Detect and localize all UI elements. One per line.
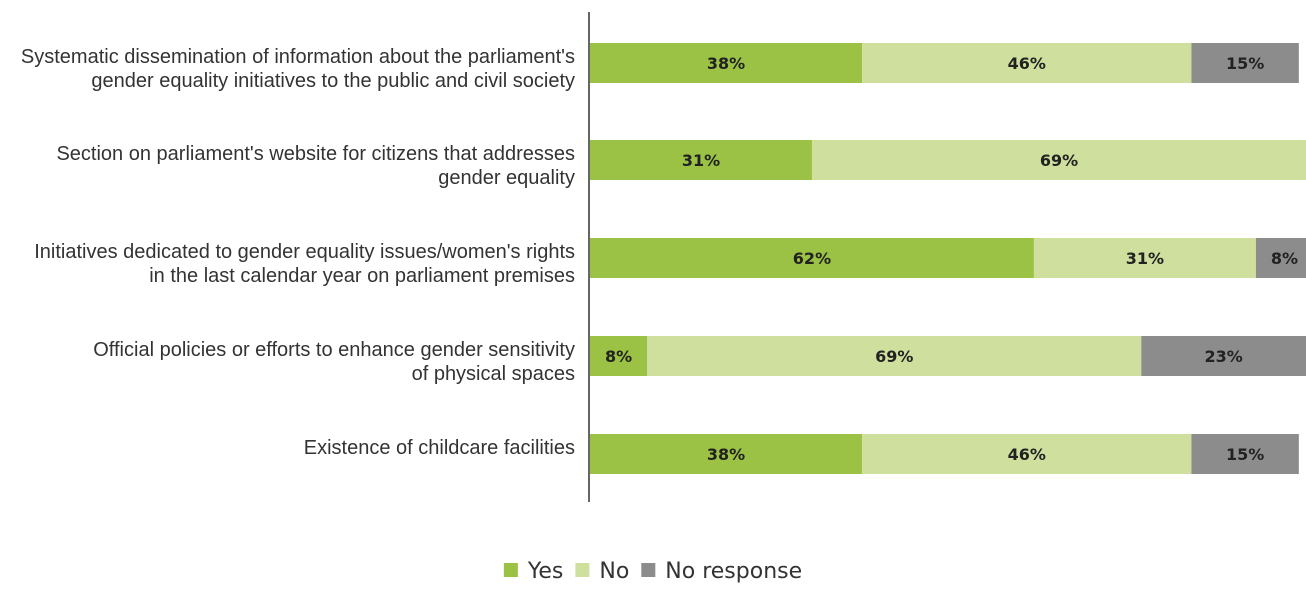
category-label: Section on parliament's website for citi…: [56, 143, 575, 189]
bar-segment-yes: [590, 238, 1034, 278]
category-label: Official policies or efforts to enhance …: [93, 339, 575, 385]
legend-swatch: [575, 563, 590, 577]
category-labels: Systematic dissemination of information …: [21, 46, 575, 459]
legend-item-no: No: [575, 559, 629, 584]
category-label-line: Official policies or efforts to enhance …: [93, 339, 575, 361]
category-label-line: Systematic dissemination of information …: [21, 46, 575, 68]
legend-item-yes: Yes: [503, 559, 564, 584]
bar-segment-no-response: [1255, 238, 1306, 278]
legend-label: No response: [665, 559, 802, 584]
data-label: 31%: [1126, 249, 1164, 268]
data-label: 46%: [1008, 445, 1046, 464]
legend-label: Yes: [527, 559, 564, 584]
legend-label: No: [599, 559, 629, 584]
bar-segment-yes: [590, 336, 648, 376]
bars: [590, 43, 1306, 474]
category-label: Initiatives dedicated to gender equality…: [34, 241, 575, 287]
data-label: 15%: [1226, 445, 1264, 464]
bar-segment-no-response: [1191, 434, 1299, 474]
category-label-line: Section on parliament's website for citi…: [56, 143, 575, 165]
data-label: 31%: [682, 151, 720, 170]
bar-segment-no: [862, 43, 1192, 83]
data-label: 8%: [1271, 249, 1298, 268]
category-label: Systematic dissemination of information …: [21, 46, 575, 92]
category-label: Existence of childcare facilities: [304, 437, 575, 459]
data-label: 62%: [793, 249, 831, 268]
category-label-line: Initiatives dedicated to gender equality…: [34, 241, 575, 263]
legend-swatch: [641, 563, 656, 577]
bar-segment-no: [1033, 238, 1256, 278]
bar-segment-no: [862, 434, 1192, 474]
category-label-line: in the last calendar year on parliament …: [149, 265, 575, 287]
data-label: 8%: [605, 347, 632, 366]
data-label: 69%: [875, 347, 913, 366]
legend: Yes No No response: [503, 559, 802, 584]
data-label: 38%: [707, 445, 745, 464]
legend-swatch: [503, 563, 518, 577]
bar-segment-yes: [590, 434, 863, 474]
bar-segment-no-response: [1141, 336, 1306, 376]
bar-segment-yes: [590, 140, 812, 180]
data-label: 15%: [1226, 54, 1264, 73]
category-label-line: gender equality initiatives to the publi…: [91, 70, 575, 92]
category-label-line: gender equality: [438, 167, 575, 189]
category-label-line: of physical spaces: [412, 363, 575, 385]
bar-segment-no-response: [1191, 43, 1299, 83]
data-label: 38%: [707, 54, 745, 73]
data-label: 46%: [1008, 54, 1046, 73]
bar-segment-no: [811, 140, 1306, 180]
data-label: 23%: [1205, 347, 1243, 366]
legend-item-no-response: No response: [641, 559, 802, 584]
category-label-line: Existence of childcare facilities: [304, 437, 575, 459]
data-label: 69%: [1040, 151, 1078, 170]
value-labels: 38% 46% 15% 31% 69% 62% 31% 8% 8% 69% 23% 38% 46% 15%: [605, 54, 1298, 464]
bar-segment-no: [647, 336, 1142, 376]
bar-segment-yes: [590, 43, 863, 83]
